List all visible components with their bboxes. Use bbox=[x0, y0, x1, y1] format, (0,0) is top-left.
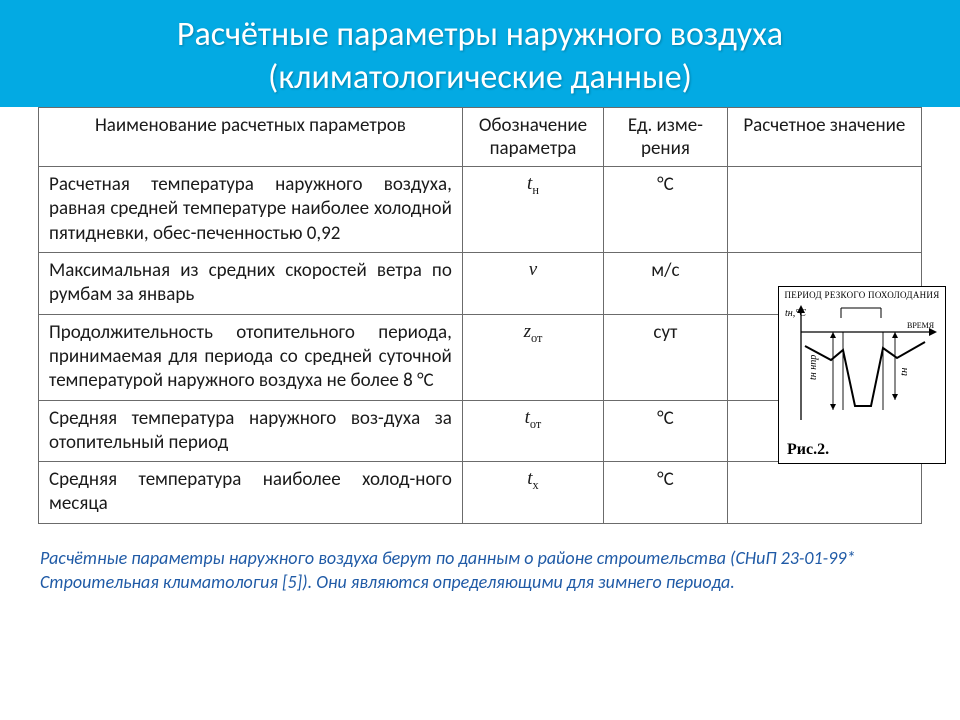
header-symbol: Обозначение параметра bbox=[462, 108, 603, 167]
param-name: Расчетная температура наружного воздуха,… bbox=[39, 167, 463, 253]
param-name: Продолжительность отопительного периода,… bbox=[39, 314, 463, 400]
param-unit: °С bbox=[604, 462, 728, 524]
dim-label-left: tн нпр bbox=[808, 355, 819, 380]
footnote-text: Расчётные параметры наружного воздуха бе… bbox=[0, 524, 960, 595]
param-symbol: tн bbox=[462, 167, 603, 253]
table-row: Расчетная температура наружного воздуха,… bbox=[39, 167, 922, 253]
param-unit: °С bbox=[604, 167, 728, 253]
param-name: Средняя температура наружного воз-духа з… bbox=[39, 400, 463, 462]
figure-graph-icon: tн,°С ВРЕМЯ tн нпр tн bbox=[783, 302, 939, 432]
param-unit: сут bbox=[604, 314, 728, 400]
header-unit: Ед. изме-рения bbox=[604, 108, 728, 167]
figure-caption: Рис.2. bbox=[783, 441, 941, 459]
param-name: Средняя температура наиболее холод-ного … bbox=[39, 462, 463, 524]
figure-top-label: ПЕРИОД РЕЗКОГО ПОХОЛОДАНИЯ bbox=[783, 291, 941, 300]
param-symbol: v bbox=[462, 252, 603, 314]
header-value: Расчетное значение bbox=[727, 108, 921, 167]
figure-2: ПЕРИОД РЕЗКОГО ПОХОЛОДАНИЯ tн,°С ВРЕМЯ t… bbox=[778, 286, 946, 464]
table-row: Средняя температура наиболее холод-ного … bbox=[39, 462, 922, 524]
y-axis-label: tн,°С bbox=[785, 308, 806, 319]
param-unit: °С bbox=[604, 400, 728, 462]
param-unit: м/с bbox=[604, 252, 728, 314]
slide-title: Расчётные параметры наружного воздуха (к… bbox=[40, 14, 920, 99]
slide-title-band: Расчётные параметры наружного воздуха (к… bbox=[0, 0, 960, 107]
param-symbol: tот bbox=[462, 400, 603, 462]
param-value bbox=[727, 462, 921, 524]
x-axis-label: ВРЕМЯ bbox=[907, 321, 935, 330]
param-symbol: zот bbox=[462, 314, 603, 400]
table-header-row: Наименование расчетных параметров Обозна… bbox=[39, 108, 922, 167]
param-name: Максимальная из средних скоростей ветра … bbox=[39, 252, 463, 314]
dim-label-right: tн bbox=[898, 367, 910, 376]
header-name: Наименование расчетных параметров bbox=[39, 108, 463, 167]
param-value bbox=[727, 167, 921, 253]
param-symbol: tх bbox=[462, 462, 603, 524]
